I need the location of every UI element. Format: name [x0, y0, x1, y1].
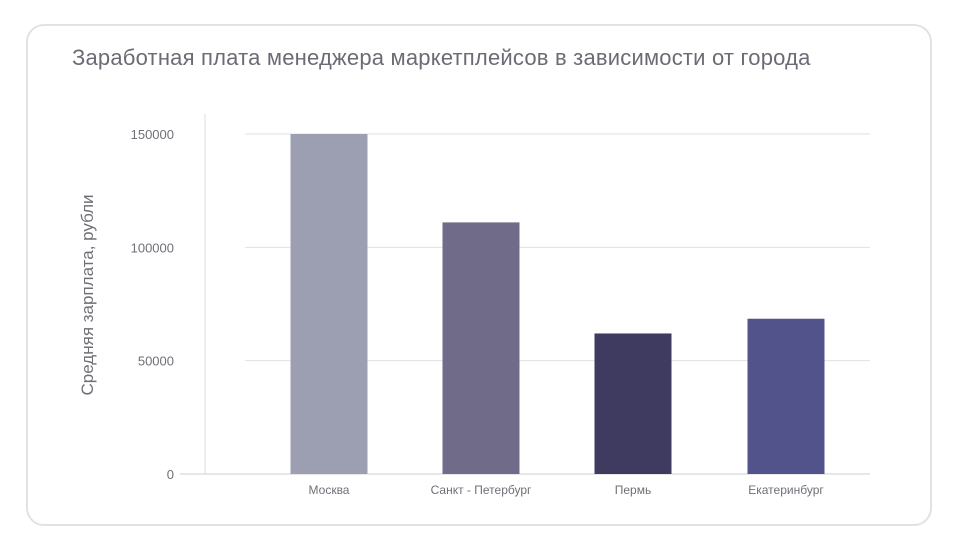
- x-categories: Москва Санкт - Петербург Пермь Екатеринбург: [309, 483, 825, 497]
- chart-title: Заработная плата менеджера маркетплейсов…: [72, 45, 811, 70]
- x-category-label: Москва: [309, 483, 350, 497]
- y-tick-label: 0: [167, 467, 174, 482]
- x-category-label: Санкт - Петербург: [431, 483, 532, 497]
- y-tick-label: 150000: [131, 127, 174, 142]
- bar-4: [747, 318, 825, 474]
- y-tick-label: 100000: [131, 240, 174, 255]
- bar-2: [442, 222, 520, 474]
- bar-3: [594, 333, 672, 474]
- bar-1: [290, 134, 368, 474]
- y-ticks: 0 50000 100000 150000: [131, 127, 174, 482]
- bars: [290, 134, 825, 474]
- x-category-label: Екатеринбург: [748, 483, 824, 497]
- x-category-label: Пермь: [615, 483, 651, 497]
- y-tick-label: 50000: [138, 354, 174, 369]
